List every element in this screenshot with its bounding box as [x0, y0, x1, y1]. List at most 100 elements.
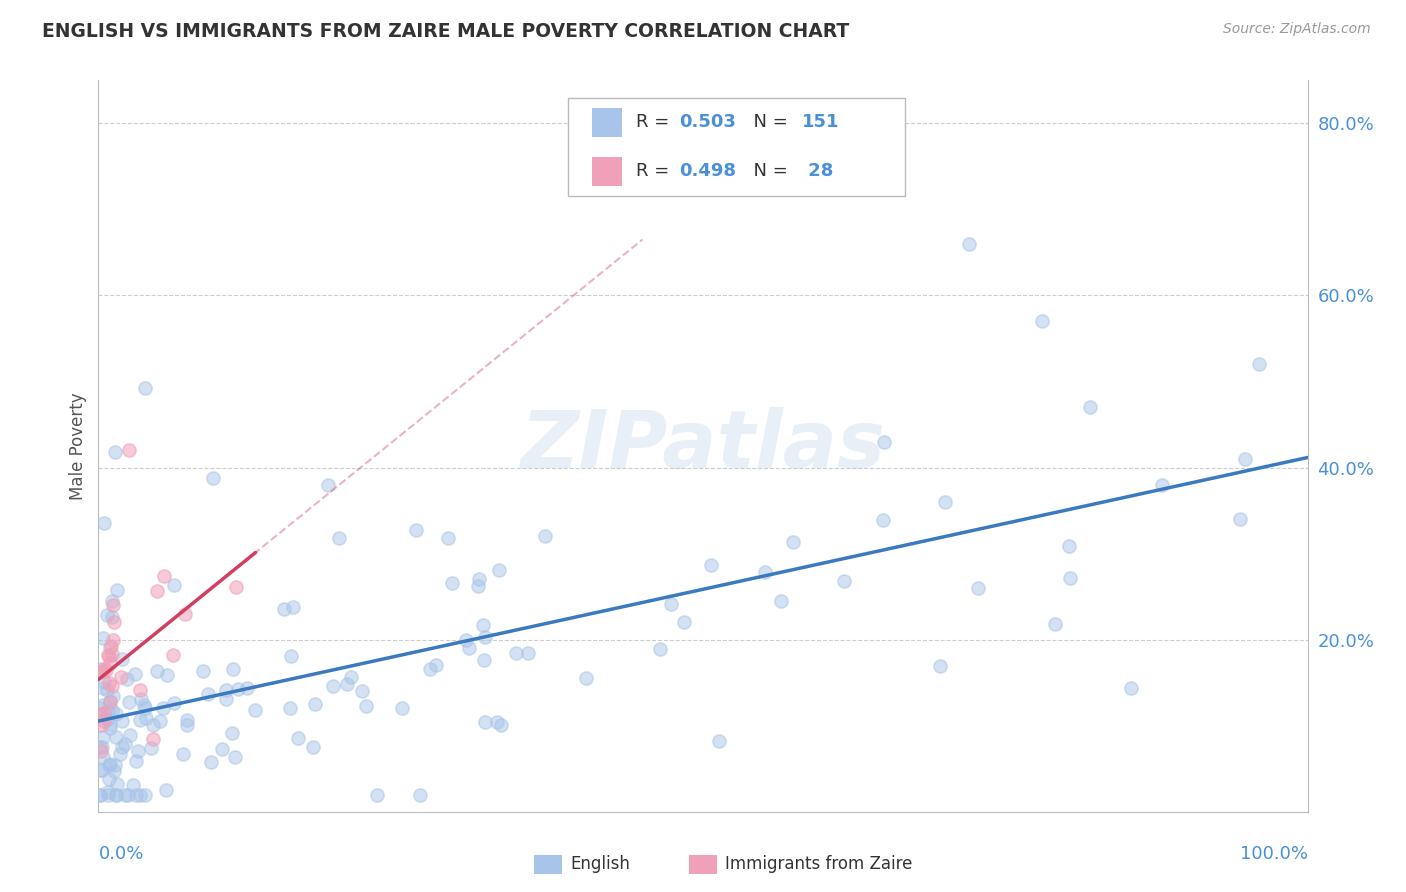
- Point: [304, 697, 326, 711]
- Point: [225, 580, 247, 594]
- Point: [163, 696, 186, 710]
- Point: [89, 662, 111, 676]
- Point: [98, 721, 121, 735]
- Point: [93, 675, 115, 690]
- Point: [97, 772, 120, 786]
- Point: [1045, 617, 1067, 632]
- Point: [129, 788, 152, 802]
- Point: [1078, 401, 1101, 415]
- Point: [97, 788, 120, 802]
- Point: [108, 747, 131, 762]
- Point: [224, 749, 246, 764]
- Text: 28: 28: [803, 162, 834, 180]
- Point: [457, 640, 479, 655]
- Point: [129, 714, 152, 728]
- Text: 100.0%: 100.0%: [1240, 845, 1308, 863]
- Point: [472, 653, 495, 667]
- Point: [114, 788, 136, 802]
- Point: [226, 681, 249, 696]
- Point: [104, 444, 127, 458]
- Point: [90, 665, 112, 680]
- Point: [124, 666, 146, 681]
- Point: [111, 652, 134, 666]
- Point: [659, 597, 682, 611]
- Point: [104, 758, 127, 772]
- Point: [132, 698, 155, 712]
- Text: English: English: [571, 855, 631, 873]
- Point: [134, 701, 156, 715]
- Text: 0.0%: 0.0%: [98, 845, 143, 863]
- Point: [873, 434, 896, 449]
- Point: [1059, 571, 1081, 585]
- Point: [90, 718, 112, 732]
- Point: [215, 683, 238, 698]
- Point: [104, 788, 127, 802]
- Point: [97, 648, 120, 662]
- Point: [110, 670, 132, 684]
- Point: [125, 754, 148, 768]
- Point: [128, 683, 150, 698]
- Point: [100, 640, 122, 654]
- Point: [100, 647, 122, 661]
- Point: [1059, 539, 1081, 553]
- Point: [101, 632, 124, 647]
- Point: [957, 236, 980, 251]
- Point: [201, 471, 224, 485]
- Point: [101, 609, 124, 624]
- Point: [101, 690, 124, 704]
- Point: [98, 648, 121, 663]
- Point: [98, 694, 121, 708]
- Point: [1229, 512, 1251, 526]
- Point: [280, 701, 302, 715]
- Point: [391, 700, 413, 714]
- Point: [105, 582, 128, 597]
- Point: [100, 703, 122, 717]
- Point: [672, 615, 695, 629]
- Point: [91, 631, 114, 645]
- Point: [456, 632, 478, 647]
- Point: [366, 788, 388, 802]
- Point: [94, 663, 117, 677]
- Point: [89, 739, 111, 754]
- Text: 0.503: 0.503: [679, 113, 735, 131]
- Point: [173, 607, 195, 621]
- Point: [93, 516, 115, 530]
- Point: [90, 739, 112, 754]
- Point: [89, 763, 111, 777]
- Point: [1119, 681, 1142, 696]
- Text: 0.498: 0.498: [679, 162, 735, 180]
- Point: [1249, 357, 1271, 371]
- Point: [146, 583, 169, 598]
- Point: [176, 713, 198, 727]
- Point: [148, 714, 170, 729]
- Point: [101, 598, 124, 612]
- Point: [118, 443, 141, 458]
- Point: [221, 726, 243, 740]
- Point: [101, 679, 124, 693]
- Point: [152, 701, 174, 715]
- Point: [89, 788, 111, 802]
- Point: [505, 646, 527, 660]
- Point: [215, 692, 238, 706]
- Point: [648, 642, 671, 657]
- Point: [146, 664, 169, 678]
- Text: N =: N =: [742, 162, 793, 180]
- Point: [153, 569, 176, 583]
- Point: [437, 532, 460, 546]
- Point: [468, 573, 491, 587]
- Point: [105, 777, 128, 791]
- Point: [707, 734, 730, 748]
- Point: [91, 730, 114, 744]
- Point: [1152, 477, 1174, 491]
- Point: [472, 617, 495, 632]
- Point: [134, 381, 156, 395]
- Point: [129, 692, 152, 706]
- Point: [287, 731, 309, 745]
- Point: [122, 778, 145, 792]
- Point: [111, 714, 134, 728]
- Point: [474, 714, 496, 729]
- Point: [770, 594, 793, 608]
- Point: [517, 646, 540, 660]
- Point: [486, 715, 509, 730]
- Point: [405, 523, 427, 537]
